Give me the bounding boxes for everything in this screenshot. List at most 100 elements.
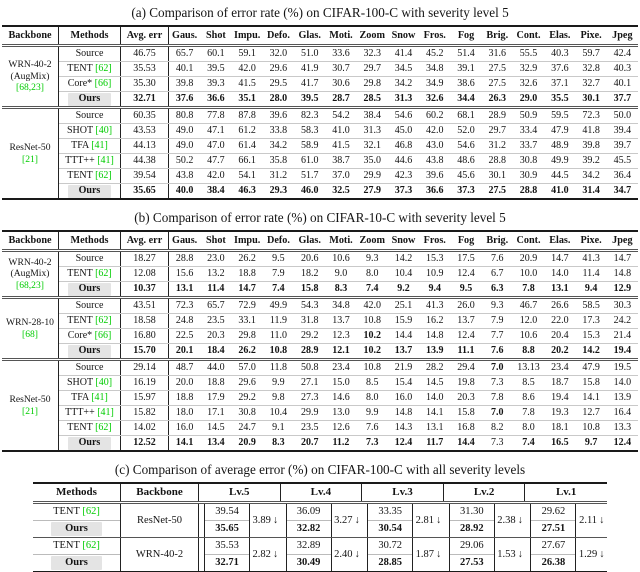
ours-error-value: 32.71 (205, 554, 249, 571)
method-row: Core* [66] 16.80 22.5 20.3 29.8 11.0 29.2 12.3 1… (59, 328, 638, 343)
delta-cell: 1.29 ↓ (576, 538, 607, 571)
ours-error-value: 27.51 (531, 520, 576, 537)
error-value-cell: 29.8 (238, 330, 256, 341)
citation-link[interactable]: [40] (95, 125, 113, 136)
citation-link[interactable]: [41] (91, 140, 108, 151)
level-cell: 32.89 30.49 2.40 ↓ (281, 538, 363, 571)
citation-link[interactable]: [62] (95, 170, 112, 181)
error-value-cell: 41.5 (238, 78, 256, 89)
error-value-cell: 22.5 (175, 330, 194, 341)
error-pair: 30.72 28.85 (367, 538, 414, 571)
method-label: TFA (71, 140, 89, 151)
citation-link[interactable]: [62] (95, 422, 112, 433)
backbone-citation[interactable]: [21] (22, 405, 38, 417)
error-value-cell: 30.1 (488, 170, 507, 181)
backbone-cell: WRN-40-2 (AugMix) [68,23] (2, 252, 59, 296)
header-corruption: Defo. (266, 30, 290, 41)
error-value-cell: 8.5 (522, 377, 535, 388)
header-corruption: Moti. (329, 30, 353, 41)
error-value-cell: 14.8 (613, 268, 632, 279)
error-value-cell: 7.8 (522, 407, 535, 418)
error-value-cell: 11.1 (457, 345, 475, 356)
method-row: Source 18.27 28.8 23.0 26.2 9.5 20.6 10.6 9.3 14.… (59, 252, 638, 266)
error-value-cell: 10.8 (363, 362, 381, 373)
error-value-cell: 16.0 (394, 392, 413, 403)
error-value-cell: 46.7 (519, 300, 538, 311)
ours-error-value: 26.38 (531, 554, 576, 571)
delta-cell: 2.81 ↓ (413, 504, 444, 537)
error-value-cell: 39.7 (613, 140, 632, 151)
method-cell: Core* [66] (59, 77, 121, 91)
error-value-cell: 6.7 (491, 268, 504, 279)
method-cell: Source (59, 252, 121, 266)
error-value-cell: 29.8 (363, 78, 381, 89)
backbone-label: ResNet-50 (9, 142, 51, 153)
error-value-cell: 33.6 (332, 48, 350, 59)
error-value-cell: 13.0 (332, 407, 350, 418)
backbone-citation[interactable]: [68,23] (16, 82, 44, 94)
error-value-cell: 15.0 (332, 377, 350, 388)
error-value-cell: 55.5 (519, 48, 538, 59)
error-value-cell: 29.0 (519, 93, 538, 104)
error-value-cell: 7.0 (491, 362, 504, 373)
error-value-cell: 28.8 (519, 185, 538, 196)
error-value-cell: 42.0 (238, 63, 256, 74)
error-value-cell: 58.5 (582, 300, 600, 311)
error-value-cell: 26.3 (488, 93, 507, 104)
avg-err-cell: 35.30 (121, 77, 169, 91)
error-value-cell: 23.5 (207, 315, 225, 326)
method-cell: Source (59, 109, 121, 123)
error-value-cell: 14.0 (551, 268, 569, 279)
error-value-cell: 9.2 (397, 283, 410, 294)
error-value-cell: 27.5 (488, 63, 507, 74)
citation-link[interactable]: [40] (95, 377, 113, 388)
citation-link[interactable]: [66] (94, 330, 112, 341)
error-value-cell: 9.9 (272, 377, 285, 388)
avg-err-cell: 29.14 (121, 361, 169, 375)
ours-error-value: 27.53 (449, 554, 494, 571)
error-value-cell: 65.7 (175, 48, 194, 59)
backbone-citation[interactable]: [21] (22, 153, 38, 165)
error-value-cell: 77.8 (207, 110, 225, 121)
error-value-cell: 34.5 (394, 63, 413, 74)
error-value-cell: 43.0 (426, 140, 444, 151)
header-corruption: Glas. (298, 235, 321, 246)
citation-link[interactable]: [41] (91, 392, 108, 403)
backbone-citation[interactable]: [68] (22, 328, 38, 340)
error-value-cell: 43.8 (175, 170, 194, 181)
backbone-citation[interactable]: [68,23] (16, 279, 44, 291)
table-b: Backbone Methods Avg. err Gaus. Shot Impu. Def… (2, 230, 638, 452)
citation-link[interactable]: [41] (97, 407, 114, 418)
error-value-cell: 12.4 (457, 268, 475, 279)
error-value-cell: 26.0 (457, 300, 475, 311)
error-value-cell: 59.5 (551, 110, 569, 121)
method-cell: Source (59, 361, 121, 375)
header-backbone: Backbone (121, 484, 199, 501)
error-value-cell: 14.4 (394, 330, 413, 341)
ours-error-value: 32.82 (286, 520, 331, 537)
error-value-cell: 14.5 (426, 377, 444, 388)
citation-link[interactable]: [62] (95, 268, 112, 279)
error-value-cell: 28.8 (488, 155, 507, 166)
error-value-cell: 13.9 (426, 345, 444, 356)
error-value-cell: 29.6 (269, 63, 288, 74)
citation-link[interactable]: [62] (95, 63, 112, 74)
delta-cell: 1.87 ↓ (413, 538, 444, 571)
citation-link[interactable]: [66] (94, 78, 112, 89)
tent-method-cell: TENT [62] (33, 504, 120, 520)
citation-link[interactable]: [62] (82, 506, 100, 517)
tent-error-value: 33.35 (378, 506, 402, 517)
delta-value: 2.40 (334, 549, 353, 560)
citation-link[interactable]: [62] (95, 315, 112, 326)
error-pair: 32.89 30.49 (285, 538, 332, 571)
citation-link[interactable]: [62] (82, 540, 100, 551)
error-value-cell: 45.6 (457, 170, 475, 181)
avg-err-cell: 43.53 (121, 124, 169, 138)
error-value-cell: 14.1 (175, 437, 194, 448)
method-label: Core* (67, 330, 93, 341)
avg-err-cell: 15.70 (121, 344, 169, 358)
header-corruption: Zoom (359, 235, 385, 246)
error-value-cell: 29.6 (238, 377, 256, 388)
citation-link[interactable]: [41] (97, 155, 114, 166)
error-value-cell: 14.5 (207, 422, 225, 433)
